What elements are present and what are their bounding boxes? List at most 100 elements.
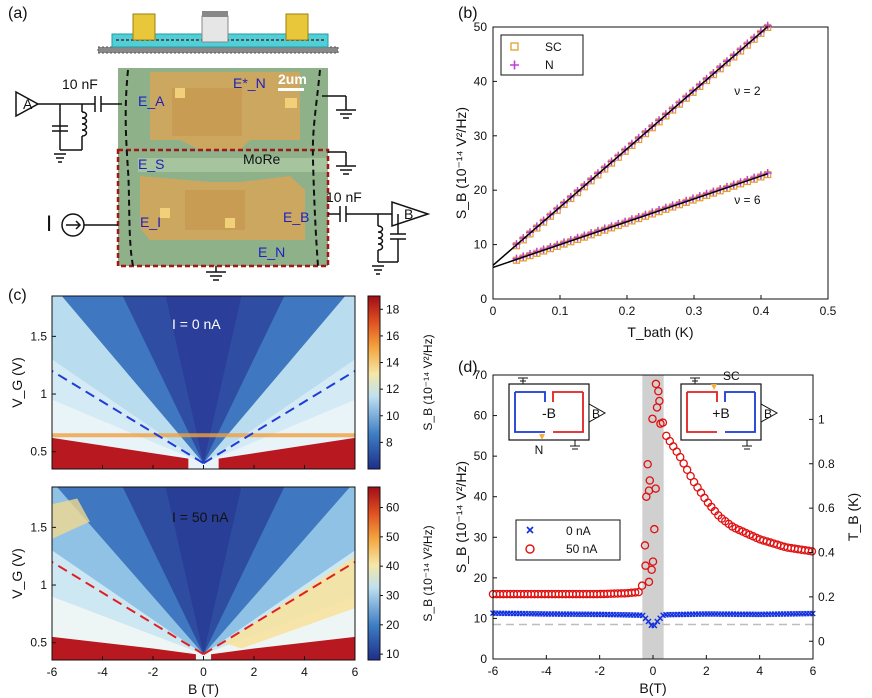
panel-a: (a) 2um bbox=[8, 5, 431, 281]
y-tick-label-b: 20 bbox=[474, 183, 488, 197]
x-tick-label-c: -4 bbox=[97, 665, 108, 679]
y-tick-label-c: 1.5 bbox=[30, 329, 47, 343]
legend-d bbox=[515, 519, 621, 561]
inset-schematic: B -B N bbox=[508, 377, 607, 457]
y-axis-label-d: S_B (10⁻¹⁴ V²/Hz) bbox=[453, 461, 469, 573]
chart-d: -6 -4 -2 0 2 4 601020304050607000.20.40.60.81B… bbox=[453, 368, 861, 696]
point-50na bbox=[804, 546, 813, 556]
heatmap-red-right bbox=[211, 636, 355, 660]
colorbar bbox=[367, 486, 381, 661]
x-tick-label-c: 4 bbox=[301, 665, 308, 679]
inset-contact-marker bbox=[711, 384, 717, 390]
chart-c-bottom: 0.5 1 1.5 -6 -4 -2 0 2 4 6 V_G (V) B (T) 10 20 30 40 50 6… bbox=[9, 486, 435, 697]
panel-d: (d) -6 -4 -2 0 2 4 601020304050607000.20.40.60… bbox=[453, 359, 861, 696]
y-axis-label-right-d: T_B (K) bbox=[845, 493, 861, 541]
point-50na bbox=[648, 557, 658, 566]
x-tick-label-c: -2 bbox=[148, 665, 159, 679]
shaded-band bbox=[642, 375, 664, 659]
annotation-nu6: ν = 6 bbox=[734, 193, 761, 207]
point-50na bbox=[644, 577, 654, 587]
fit-line-b bbox=[492, 26, 769, 266]
colorbar-tick-label: 10 bbox=[386, 647, 400, 661]
dashed-guide bbox=[202, 561, 355, 656]
x-axis-label-b: T_bath (K) bbox=[627, 324, 693, 340]
dashed-guide bbox=[52, 561, 205, 656]
legend-marker-sc bbox=[510, 42, 519, 51]
annotation-c-bottom: I = 50 nA bbox=[172, 509, 229, 525]
y-tick-label-b: 30 bbox=[474, 129, 488, 143]
inset-box bbox=[680, 383, 762, 441]
y-tick-label-d: 0 bbox=[480, 652, 487, 666]
heatmap-orange-edge bbox=[52, 433, 355, 438]
point-50na bbox=[637, 581, 647, 590]
point-n bbox=[763, 21, 772, 30]
colorbar-tick-label: 12 bbox=[386, 382, 400, 396]
legend-label-sc: SC bbox=[545, 40, 562, 54]
x-tick-label-c: -6 bbox=[47, 665, 58, 679]
colorbar-tick-label: 60 bbox=[386, 501, 400, 515]
y-tick-label-d: 40 bbox=[474, 490, 488, 504]
panel-label-c: (c) bbox=[8, 287, 27, 304]
substrate bbox=[98, 47, 338, 53]
x-tick-label-d: -2 bbox=[594, 664, 605, 678]
x-tick-label-b: 0.2 bbox=[619, 304, 636, 318]
y-tick-right-label-d: 0.4 bbox=[818, 546, 835, 560]
point-50na bbox=[643, 460, 652, 469]
more-region bbox=[116, 148, 330, 268]
inset-ground-top bbox=[518, 377, 528, 384]
heatmap-red-left bbox=[52, 437, 189, 469]
inset-ground-top bbox=[690, 377, 700, 384]
panel-b: (b) 0 0.1 0.2 0.3 0.4 0.5 0 10 20 30 40 50 ν = 2 ν = … bbox=[453, 5, 837, 340]
colorbar-tick-label: 16 bbox=[386, 329, 400, 343]
y-tick-right-label-d: 0 bbox=[818, 634, 825, 648]
point-50na bbox=[634, 587, 643, 597]
x-axis-label-d: B(T) bbox=[639, 680, 666, 696]
contact-en-star: E*_N bbox=[233, 75, 266, 91]
legend-marker-0na bbox=[526, 526, 534, 534]
y-tick-right-label-d: 1 bbox=[818, 412, 825, 426]
inset-field-label: +B bbox=[712, 405, 730, 421]
inset-amp-label: B bbox=[764, 407, 772, 421]
x-tick-label-c: 0 bbox=[200, 665, 207, 679]
point-50na bbox=[682, 465, 692, 475]
dashed-guide bbox=[52, 370, 205, 465]
point-n bbox=[763, 168, 772, 177]
inset-amp bbox=[760, 403, 779, 423]
x-tick-label-b: 0.3 bbox=[686, 304, 703, 318]
material-label: MoRe bbox=[243, 151, 281, 167]
inset-contact-marker bbox=[539, 434, 545, 440]
x-tick-label-d: -4 bbox=[541, 664, 552, 678]
y-tick-label-c: 0.5 bbox=[30, 636, 47, 650]
capacitor-b-label: 10 nF bbox=[326, 189, 362, 205]
contact-es: E_S bbox=[138, 156, 164, 172]
point-50na bbox=[652, 403, 662, 412]
ground-symbols bbox=[206, 95, 356, 281]
contact-ea: E_A bbox=[138, 93, 165, 109]
x-tick-label-b: 0 bbox=[490, 304, 497, 318]
point-50na bbox=[651, 379, 661, 389]
capacitor-a-label: 10 nF bbox=[62, 76, 98, 92]
x-tick-label-d: 0 bbox=[650, 664, 657, 678]
y-tick-label-c: 1 bbox=[40, 387, 47, 401]
heatmap-core-outer bbox=[122, 487, 285, 655]
inset-ground-bottom bbox=[570, 440, 580, 450]
scale-bar-label: 2um bbox=[278, 71, 307, 87]
y-tick-label-b: 0 bbox=[480, 292, 487, 306]
y-tick-label-d: 30 bbox=[474, 530, 488, 544]
dashed-guide bbox=[202, 370, 355, 465]
current-source bbox=[61, 213, 118, 237]
fit-line-b bbox=[492, 173, 768, 269]
y-axis-label-c: V_G (V) bbox=[9, 357, 25, 408]
inset-ground-bottom bbox=[742, 440, 752, 450]
inset-contact-label: N bbox=[535, 443, 544, 457]
point-50na bbox=[679, 459, 688, 468]
circuit-amp-b bbox=[328, 200, 431, 275]
point-50na bbox=[645, 476, 655, 485]
heatmap-red-left bbox=[52, 636, 196, 660]
y-tick-right-label-d: 0.2 bbox=[818, 590, 835, 604]
point-50na bbox=[647, 565, 656, 574]
y-tick-right-label-d: 0.6 bbox=[818, 501, 835, 515]
heatmap-red-right bbox=[218, 437, 355, 469]
colorbar-tick-label: 8 bbox=[386, 435, 393, 449]
